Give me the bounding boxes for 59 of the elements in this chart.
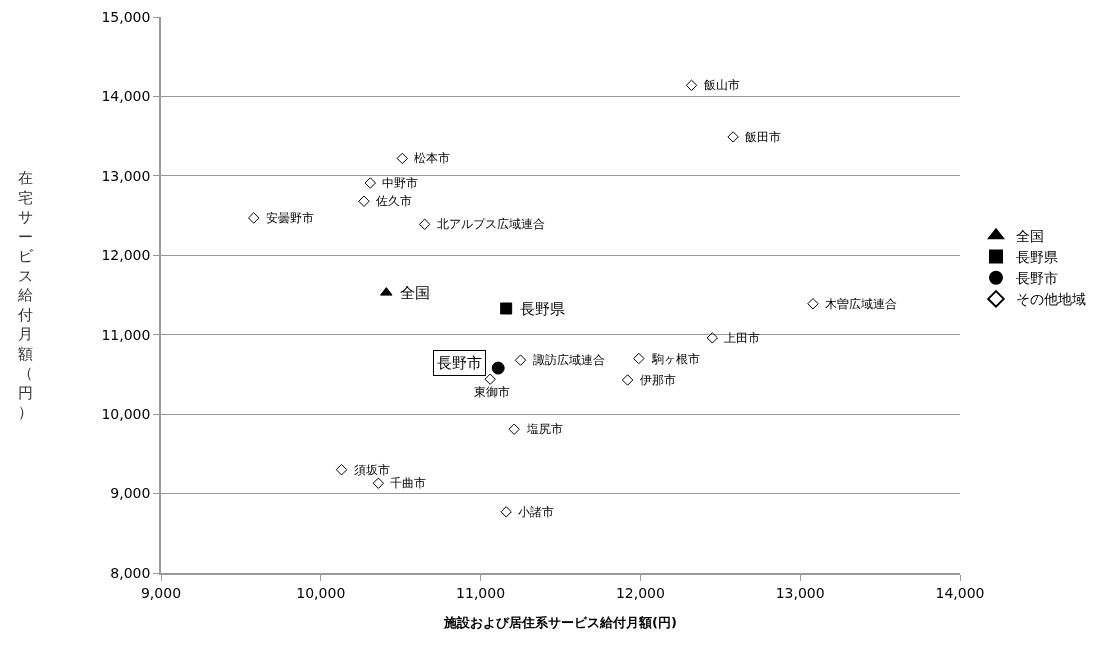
x-tick-label: 9,000 [140,584,182,601]
annotation: 松本市 [414,151,450,165]
annotation: 諏訪広域連合 [533,353,605,367]
point [358,195,370,207]
point [396,152,408,165]
text: 在宅サービス給付月額（円） [18,169,33,421]
legend-label: 全国 [1015,227,1044,244]
annotation: 中野市 [382,176,418,190]
x-tick-label: 14,000 [935,584,985,601]
annotation: 長野県 [520,300,565,318]
x-tick-label: 11,000 [456,584,506,601]
point [364,177,377,189]
annotation: 北アルプス広域連合 [437,217,545,231]
annotation: 千曲市 [390,476,426,490]
annotation: 佐久市 [376,194,412,208]
y-tick-label: 12,000 [101,247,151,264]
point [418,218,431,231]
annotation: 塩尻市 [526,422,563,436]
y-tick-label: 11,000 [101,326,151,343]
annotation: 長野市 [437,354,482,372]
x-tick-label: 10,000 [296,584,346,601]
annotation: 上田市 [724,331,760,345]
annotation: 飯田市 [745,130,781,144]
x-axis-title: 施設および居住系サービス給付月額(円) [443,614,677,630]
point [335,464,348,476]
y-tick-label: 8,000 [110,564,151,581]
x-tick-label: 12,000 [615,584,665,601]
point [491,361,505,375]
y-tick-label: 13,000 [101,167,151,184]
annotation: 東御市 [474,385,510,399]
legend-label: その他地域 [1015,291,1086,308]
annotation: 安曇野市 [266,211,314,225]
annotation: 全国 [400,284,430,302]
point [500,506,512,518]
point [727,131,739,143]
annotation: 小諸市 [518,505,554,519]
annotation: 伊那市 [640,373,676,387]
point [508,423,520,435]
legend-label: 長野県 [1015,248,1058,265]
point [247,212,260,224]
y-tick-label: 9,000 [110,485,151,502]
point [633,352,645,365]
y-tick-label: 10,000 [101,406,151,423]
legend-label: 長野市 [1015,270,1058,287]
y-tick-label: 14,000 [101,88,151,105]
point [514,354,527,366]
x-tick-label: 13,000 [775,584,825,601]
point [500,302,513,315]
annotation: 駒ヶ根市 [651,352,700,366]
point [621,374,634,386]
point [685,79,698,92]
point [372,477,385,489]
annotation: 飯山市 [704,78,740,92]
y-tick-label: 15,000 [101,8,151,25]
point [484,373,496,385]
annotation: 木曽広域連合 [825,297,897,311]
point [706,332,719,344]
point [807,298,819,310]
annotation: 須坂市 [354,463,390,477]
